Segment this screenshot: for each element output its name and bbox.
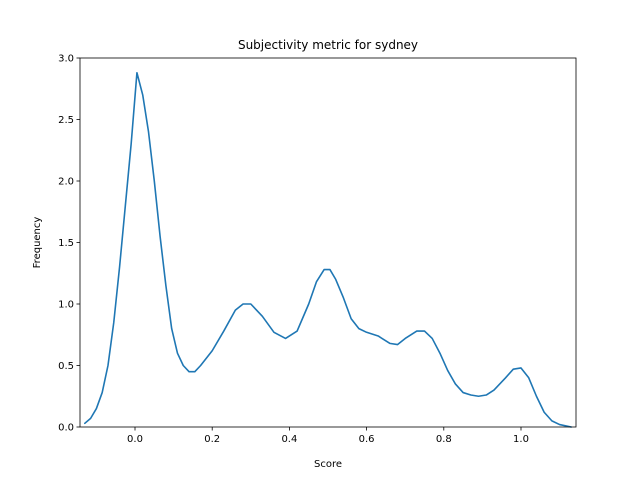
axes-frame <box>79 57 577 428</box>
y-axis-label: Frequency <box>32 217 43 269</box>
y-tick-label: 1.5 <box>58 238 74 249</box>
x-axis-label: Score <box>314 459 342 470</box>
y-tick-label: 2.5 <box>58 115 74 126</box>
x-tick-label: 0.0 <box>127 434 143 445</box>
y-tick-label: 2.0 <box>58 177 74 188</box>
plot-area <box>84 71 572 428</box>
chart-title: Subjectivity metric for sydney <box>238 38 418 52</box>
y-tick-label: 3.0 <box>58 54 74 65</box>
x-tick-label: 0.2 <box>204 434 220 445</box>
x-tick-label: 0.8 <box>436 434 452 445</box>
y-tick-label: 1.0 <box>58 300 74 311</box>
y-tick-label: 0.5 <box>58 361 74 372</box>
y-tick-label: 0.0 <box>58 423 74 434</box>
x-tick-label: 1.0 <box>513 434 529 445</box>
series-line <box>84 71 572 428</box>
axis-ticks: 0.0 0.2 0.4 0.6 0.8 1.0 0.0 0.5 1.0 1.5 2.0 2.5 3.0 <box>58 54 529 446</box>
x-tick-label: 0.4 <box>281 434 297 445</box>
x-tick-label: 0.6 <box>359 434 375 445</box>
